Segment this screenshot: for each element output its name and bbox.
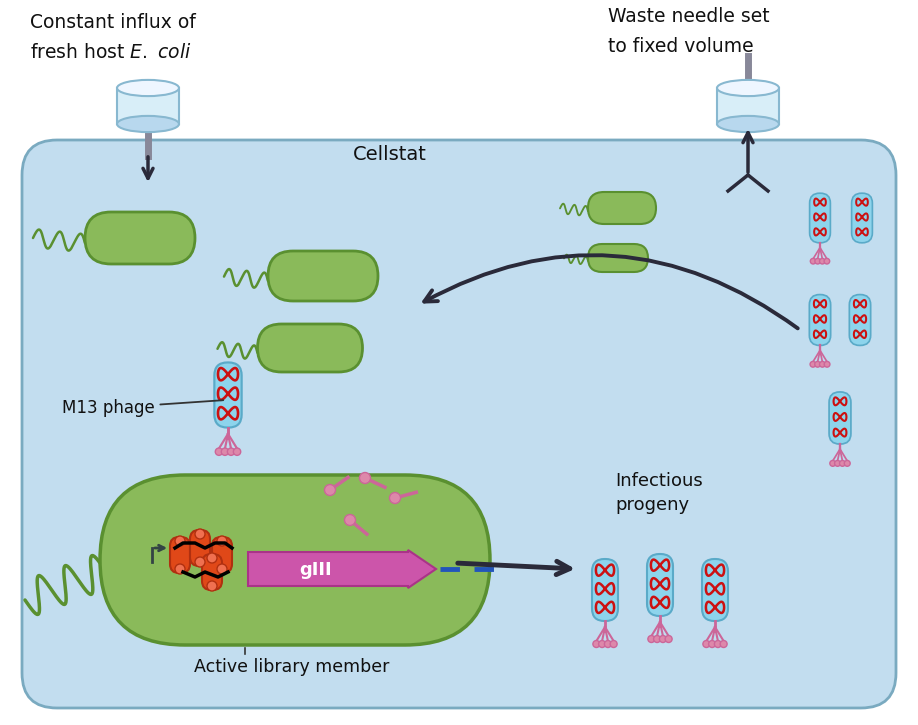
Text: M13 phage: M13 phage	[62, 399, 223, 417]
Ellipse shape	[117, 80, 179, 96]
Circle shape	[815, 361, 821, 367]
Text: Active library member: Active library member	[195, 658, 389, 676]
Circle shape	[175, 536, 185, 546]
FancyBboxPatch shape	[202, 554, 222, 590]
Circle shape	[195, 529, 205, 539]
Polygon shape	[117, 88, 179, 124]
Text: fresh host $\it{E.\ coli}$: fresh host $\it{E.\ coli}$	[30, 43, 192, 62]
Circle shape	[221, 448, 229, 455]
FancyBboxPatch shape	[22, 140, 896, 708]
FancyBboxPatch shape	[852, 193, 872, 243]
Circle shape	[604, 640, 611, 647]
FancyArrowPatch shape	[424, 255, 798, 328]
Circle shape	[217, 564, 227, 574]
FancyBboxPatch shape	[592, 559, 618, 621]
Circle shape	[824, 361, 830, 367]
Circle shape	[654, 636, 661, 642]
Circle shape	[820, 258, 825, 264]
FancyBboxPatch shape	[588, 244, 648, 272]
FancyBboxPatch shape	[268, 251, 378, 301]
Polygon shape	[717, 88, 779, 124]
Circle shape	[810, 361, 816, 367]
Circle shape	[593, 640, 599, 647]
Circle shape	[820, 361, 825, 367]
Circle shape	[845, 460, 850, 466]
FancyBboxPatch shape	[214, 362, 241, 428]
Circle shape	[360, 473, 371, 484]
FancyBboxPatch shape	[810, 193, 831, 243]
FancyBboxPatch shape	[190, 530, 210, 566]
Text: Cellstat: Cellstat	[353, 145, 427, 164]
FancyBboxPatch shape	[647, 554, 673, 616]
Ellipse shape	[717, 80, 779, 96]
Ellipse shape	[117, 116, 179, 132]
Text: Waste needle set: Waste needle set	[608, 7, 769, 26]
FancyBboxPatch shape	[170, 537, 190, 573]
Text: Infectious
progeny: Infectious progeny	[615, 472, 703, 513]
Circle shape	[228, 448, 235, 455]
Text: Constant influx of: Constant influx of	[30, 13, 196, 32]
Circle shape	[659, 636, 666, 642]
Circle shape	[175, 564, 185, 574]
FancyBboxPatch shape	[212, 537, 232, 573]
FancyBboxPatch shape	[849, 294, 870, 345]
FancyBboxPatch shape	[85, 212, 195, 264]
FancyBboxPatch shape	[810, 294, 831, 345]
Text: to fixed volume: to fixed volume	[608, 37, 754, 56]
Circle shape	[599, 640, 606, 647]
Circle shape	[830, 460, 835, 466]
Circle shape	[233, 448, 241, 455]
Circle shape	[666, 636, 672, 642]
Circle shape	[217, 536, 227, 546]
Circle shape	[344, 515, 355, 526]
Circle shape	[324, 484, 335, 495]
Circle shape	[714, 640, 722, 647]
Circle shape	[648, 636, 655, 642]
Circle shape	[839, 460, 845, 466]
FancyArrow shape	[248, 550, 436, 588]
Circle shape	[389, 492, 400, 503]
Circle shape	[815, 258, 821, 264]
Text: gIII: gIII	[299, 561, 332, 579]
Circle shape	[216, 448, 223, 455]
Ellipse shape	[717, 116, 779, 132]
Circle shape	[195, 557, 205, 567]
Circle shape	[703, 640, 710, 647]
Circle shape	[709, 640, 716, 647]
Circle shape	[610, 640, 617, 647]
Circle shape	[824, 258, 830, 264]
Circle shape	[720, 640, 727, 647]
Circle shape	[207, 581, 217, 591]
Circle shape	[834, 460, 841, 466]
FancyBboxPatch shape	[702, 559, 728, 621]
FancyBboxPatch shape	[258, 324, 363, 372]
FancyBboxPatch shape	[100, 475, 490, 645]
Circle shape	[207, 553, 217, 563]
Circle shape	[811, 258, 816, 264]
FancyBboxPatch shape	[829, 392, 851, 444]
FancyBboxPatch shape	[588, 192, 656, 224]
